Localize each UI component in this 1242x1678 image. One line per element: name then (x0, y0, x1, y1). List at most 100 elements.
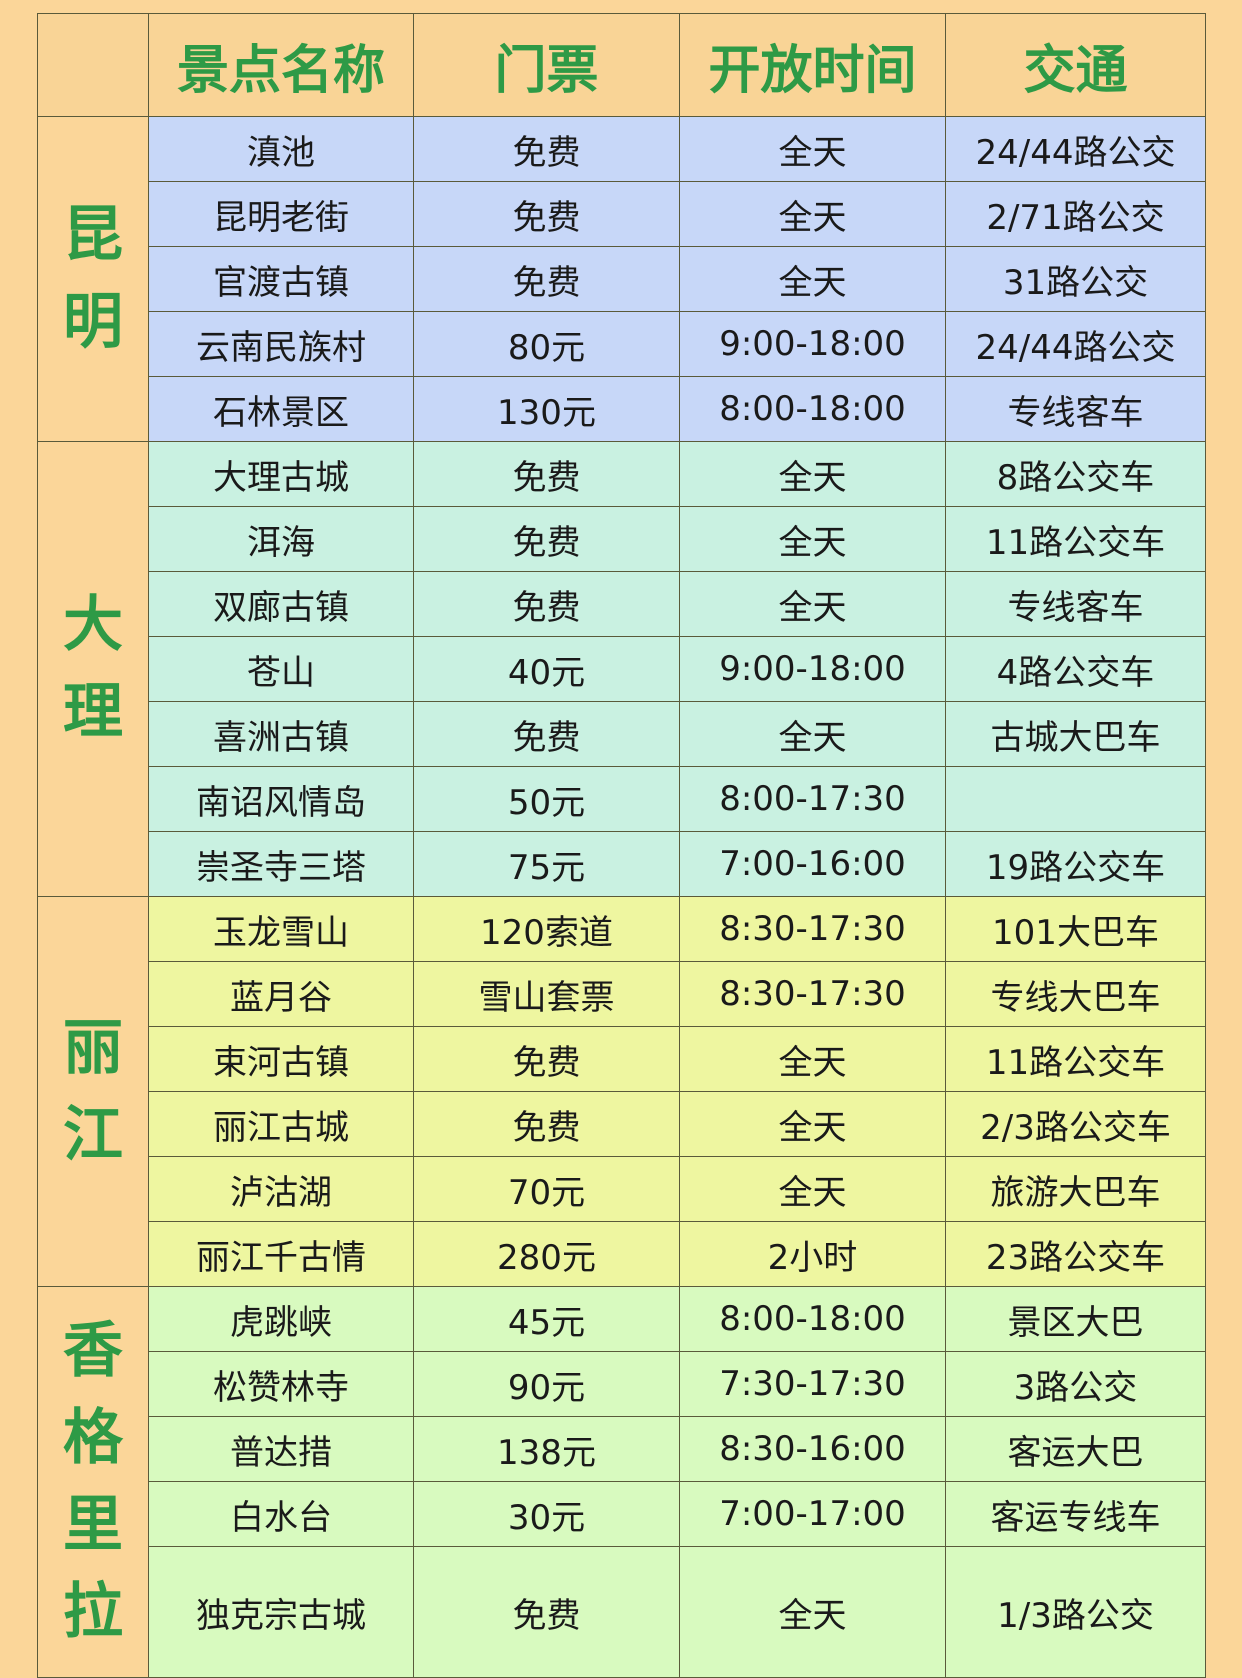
spot-name-cell: 滇池 (148, 116, 414, 182)
spot-name-cell: 大理古城 (148, 441, 414, 507)
table-row: 丽江 玉龙雪山 120索道 8:30-17:30 101大巴车 (37, 896, 1206, 1287)
table-row: 丽江千古情 280元 2小时 23路公交车 (38, 1221, 1206, 1287)
transport-cell: 专线客车 (945, 376, 1206, 442)
spot-name-cell: 崇圣寺三塔 (148, 831, 414, 897)
table-row: 松赞林寺 90元 7:30-17:30 3路公交 (38, 1351, 1206, 1417)
transport-cell: 19路公交车 (945, 831, 1206, 897)
hours-cell: 全天 (679, 116, 946, 182)
table-row: 石林景区 130元 8:00-18:00 专线客车 (38, 376, 1206, 442)
ticket-cell: 138元 (413, 1416, 680, 1482)
header-row: 景点名称 门票 开放时间 交通 (37, 13, 1206, 117)
ticket-cell: 50元 (413, 766, 680, 832)
hours-cell: 8:30-16:00 (679, 1416, 946, 1482)
ticket-cell: 120索道 (413, 896, 680, 962)
transport-cell: 景区大巴 (945, 1286, 1206, 1352)
ticket-cell: 130元 (413, 376, 680, 442)
hours-cell: 7:30-17:30 (679, 1351, 946, 1417)
header-opening-hours: 开放时间 (679, 13, 946, 117)
ticket-cell: 免费 (413, 701, 680, 767)
ticket-cell: 80元 (413, 311, 680, 377)
ticket-cell: 免费 (413, 571, 680, 637)
spot-name-cell: 丽江古城 (148, 1091, 414, 1157)
transport-cell: 专线大巴车 (945, 961, 1206, 1027)
spot-name-cell: 虎跳峡 (148, 1286, 414, 1352)
table-row: 喜洲古镇 免费 全天 古城大巴车 (38, 701, 1206, 767)
transport-cell: 3路公交 (945, 1351, 1206, 1417)
table-row: 泸沽湖 70元 全天 旅游大巴车 (38, 1156, 1206, 1222)
transport-cell: 31路公交 (945, 246, 1206, 312)
hours-cell: 全天 (679, 181, 946, 247)
corner-cell (37, 13, 149, 117)
header-ticket: 门票 (413, 13, 680, 117)
transport-cell: 23路公交车 (945, 1221, 1206, 1287)
hours-cell: 全天 (679, 506, 946, 572)
transport-cell: 客运专线车 (945, 1481, 1206, 1547)
ticket-cell: 40元 (413, 636, 680, 702)
spot-name-cell: 洱海 (148, 506, 414, 572)
hours-cell: 全天 (679, 441, 946, 507)
transport-cell (945, 766, 1206, 832)
spot-name-cell: 丽江千古情 (148, 1221, 414, 1287)
table-row: 官渡古镇 免费 全天 31路公交 (38, 246, 1206, 312)
table-row: 云南民族村 80元 9:00-18:00 24/44路公交 (38, 311, 1206, 377)
ticket-cell: 免费 (413, 441, 680, 507)
header-transport: 交通 (945, 13, 1206, 117)
transport-cell: 专线客车 (945, 571, 1206, 637)
transport-cell: 24/44路公交 (945, 311, 1206, 377)
city-group-cell: 香格里拉 (37, 1286, 149, 1678)
spot-name-cell: 南诏风情岛 (148, 766, 414, 832)
table-row: 苍山 40元 9:00-18:00 4路公交车 (38, 636, 1206, 702)
hours-cell: 全天 (679, 1091, 946, 1157)
ticket-cell: 90元 (413, 1351, 680, 1417)
city-group-cell: 大理 (37, 441, 149, 897)
hours-cell: 2小时 (679, 1221, 946, 1287)
spot-name-cell: 喜洲古镇 (148, 701, 414, 767)
table-row: 崇圣寺三塔 75元 7:00-16:00 19路公交车 (38, 831, 1206, 897)
spot-name-cell: 苍山 (148, 636, 414, 702)
transport-cell: 古城大巴车 (945, 701, 1206, 767)
transport-cell: 旅游大巴车 (945, 1156, 1206, 1222)
ticket-cell: 免费 (413, 246, 680, 312)
ticket-cell: 免费 (413, 506, 680, 572)
spot-name-cell: 松赞林寺 (148, 1351, 414, 1417)
transport-cell: 8路公交车 (945, 441, 1206, 507)
spot-name-cell: 泸沽湖 (148, 1156, 414, 1222)
city-group-label: 丽江 (63, 1012, 123, 1170)
spot-name-cell: 普达措 (148, 1416, 414, 1482)
transport-cell: 11路公交车 (945, 1026, 1206, 1092)
scenic-spots-table: 景点名称 门票 开放时间 交通 昆明 滇池 免费 全天 24/44路公交 昆明老街 免费 全天… (37, 13, 1206, 1678)
hours-cell: 8:00-18:00 (679, 1286, 946, 1352)
table-row: 蓝月谷 雪山套票 8:30-17:30 专线大巴车 (38, 961, 1206, 1027)
ticket-cell: 280元 (413, 1221, 680, 1287)
transport-cell: 24/44路公交 (945, 116, 1206, 182)
table-row: 独克宗古城 免费 全天 1/3路公交 (38, 1546, 1206, 1678)
transport-cell: 11路公交车 (945, 506, 1206, 572)
table-row: 大理 大理古城 免费 全天 8路公交车 (37, 441, 1206, 897)
hours-cell: 8:30-17:30 (679, 896, 946, 962)
city-group-label: 大理 (63, 590, 123, 747)
table-row: 昆明老街 免费 全天 2/71路公交 (38, 181, 1206, 247)
spot-name-cell: 独克宗古城 (148, 1546, 414, 1678)
hours-cell: 9:00-18:00 (679, 311, 946, 377)
header-spot-name: 景点名称 (148, 13, 414, 117)
spot-name-cell: 白水台 (148, 1481, 414, 1547)
table-row: 南诏风情岛 50元 8:00-17:30 (38, 766, 1206, 832)
ticket-cell: 雪山套票 (413, 961, 680, 1027)
hours-cell: 9:00-18:00 (679, 636, 946, 702)
spot-name-cell: 双廊古镇 (148, 571, 414, 637)
ticket-cell: 免费 (413, 116, 680, 182)
table-row: 双廊古镇 免费 全天 专线客车 (38, 571, 1206, 637)
spot-name-cell: 官渡古镇 (148, 246, 414, 312)
table-row: 白水台 30元 7:00-17:00 客运专线车 (38, 1481, 1206, 1547)
transport-cell: 1/3路公交 (945, 1546, 1206, 1678)
ticket-cell: 30元 (413, 1481, 680, 1547)
ticket-cell: 免费 (413, 181, 680, 247)
transport-cell: 4路公交车 (945, 636, 1206, 702)
spot-name-cell: 束河古镇 (148, 1026, 414, 1092)
hours-cell: 8:00-18:00 (679, 376, 946, 442)
hours-cell: 全天 (679, 1156, 946, 1222)
ticket-cell: 45元 (413, 1286, 680, 1352)
table-row: 丽江古城 免费 全天 2/3路公交车 (38, 1091, 1206, 1157)
hours-cell: 全天 (679, 1546, 946, 1678)
transport-cell: 2/71路公交 (945, 181, 1206, 247)
